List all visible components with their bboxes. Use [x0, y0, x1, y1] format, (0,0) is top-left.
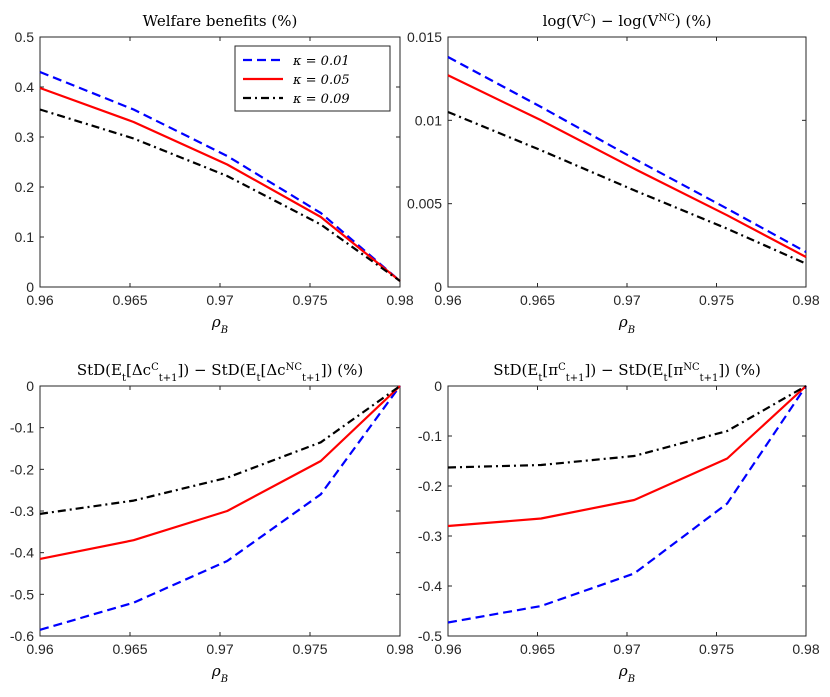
series-line-1	[447, 385, 807, 624]
y-tick-label: -0.2	[10, 461, 34, 477]
chart-title: log(VC​) − log(VNC​) (%)	[543, 12, 712, 30]
chart-title: Welfare benefits (%)	[143, 12, 298, 30]
y-tick-label: 0.3	[15, 129, 35, 145]
series-line-2	[39, 86, 401, 282]
y-tick-label: 0.4	[15, 79, 35, 95]
y-tick-label: 0.005	[407, 196, 442, 212]
y-tick-label: 0.1	[15, 229, 35, 245]
x-tick-label: 0.965	[520, 641, 555, 657]
x-tick-label: 0.96	[26, 641, 53, 657]
plot-area	[447, 385, 807, 637]
plot-area	[39, 385, 401, 637]
y-tick-label: -0.4	[418, 578, 442, 594]
y-tick-label: -0.5	[10, 586, 34, 602]
x-tick-label: 0.965	[520, 292, 555, 308]
x-tick-label: 0.98	[792, 641, 819, 657]
x-tick-label: 0.97	[206, 292, 233, 308]
series-line-3	[39, 108, 401, 282]
series-line-1	[447, 56, 807, 253]
legend-label-1: κ = 0.01	[292, 54, 350, 69]
x-axis-label: ρB​	[211, 313, 228, 336]
series-line-3	[447, 385, 807, 469]
y-tick-label: -0.2	[418, 478, 442, 494]
y-tick-label: 0.01	[415, 112, 442, 128]
y-tick-label: -0.1	[10, 420, 34, 436]
y-tick-label: 0.2	[15, 179, 35, 195]
series-line-3	[447, 110, 807, 265]
x-tick-label: 0.975	[699, 292, 734, 308]
legend: κ = 0.01 κ = 0.05 κ = 0.09	[234, 45, 391, 112]
x-tick-label: 0.98	[386, 292, 413, 308]
chart-title: StD(Et​[πC​t+1​]) − StD(Et​[πNC​t+1​]) (…	[493, 361, 761, 384]
x-tick-label: 0.96	[434, 292, 461, 308]
legend-label-2: κ = 0.05	[292, 73, 350, 88]
chart-panel-2: 0.96 0.965 0.97 0.975 0.98 0 0.005 0.01 0.015 log…	[407, 12, 820, 336]
y-tick-label: -0.5	[418, 628, 442, 644]
y-tick-label: -0.4	[10, 545, 34, 561]
y-tick-label: 0.5	[15, 29, 35, 45]
x-tick-label: 0.96	[434, 641, 461, 657]
x-tick-label: 0.975	[292, 292, 327, 308]
series-line-1	[39, 385, 401, 631]
y-tick-label: -0.3	[418, 528, 442, 544]
series-line-2	[447, 385, 807, 528]
x-axis-label: ρB​	[618, 662, 635, 685]
y-tick-label: 0	[434, 378, 442, 394]
x-axis-label: ρB​	[211, 662, 228, 685]
x-tick-label: 0.975	[292, 641, 327, 657]
legend-label-3: κ = 0.09	[292, 92, 350, 107]
x-tick-label: 0.97	[613, 641, 640, 657]
x-tick-label: 0.97	[613, 292, 640, 308]
y-tick-label: 0	[26, 279, 34, 295]
x-tick-label: 0.975	[699, 641, 734, 657]
chart-panel-1: 0.96 0.965 0.97 0.975 0.98 0 0.1 0.2 0.3 0.4 0.5 We…	[15, 12, 414, 336]
plot-area	[447, 36, 807, 288]
series-line-2	[447, 74, 807, 258]
x-tick-label: 0.96	[26, 292, 53, 308]
x-tick-label: 0.965	[112, 292, 147, 308]
chart-panel-3: 0.96 0.965 0.97 0.975 0.98 -0.6 -0.5 -0.4 -0.3 -0…	[10, 361, 414, 685]
series-line-2	[39, 385, 401, 560]
y-tick-label: 0	[434, 279, 442, 295]
x-tick-label: 0.98	[792, 292, 819, 308]
x-tick-label: 0.97	[206, 641, 233, 657]
x-tick-label: 0.965	[112, 641, 147, 657]
x-tick-label: 0.98	[386, 641, 413, 657]
y-tick-label: 0.015	[407, 29, 442, 45]
x-axis-label: ρB​	[618, 313, 635, 336]
chart-title: StD(Et​[ΔcC​t+1​]) − StD(Et​[ΔcNC​t+1​])…	[77, 361, 363, 384]
y-tick-label: -0.3	[10, 503, 34, 519]
y-tick-label: 0	[26, 378, 34, 394]
y-tick-label: -0.1	[418, 428, 442, 444]
chart-panel-4: 0.96 0.965 0.97 0.975 0.98 -0.5 -0.4 -0.3 -0.2 -0…	[418, 361, 820, 685]
y-tick-label: -0.6	[10, 628, 34, 644]
